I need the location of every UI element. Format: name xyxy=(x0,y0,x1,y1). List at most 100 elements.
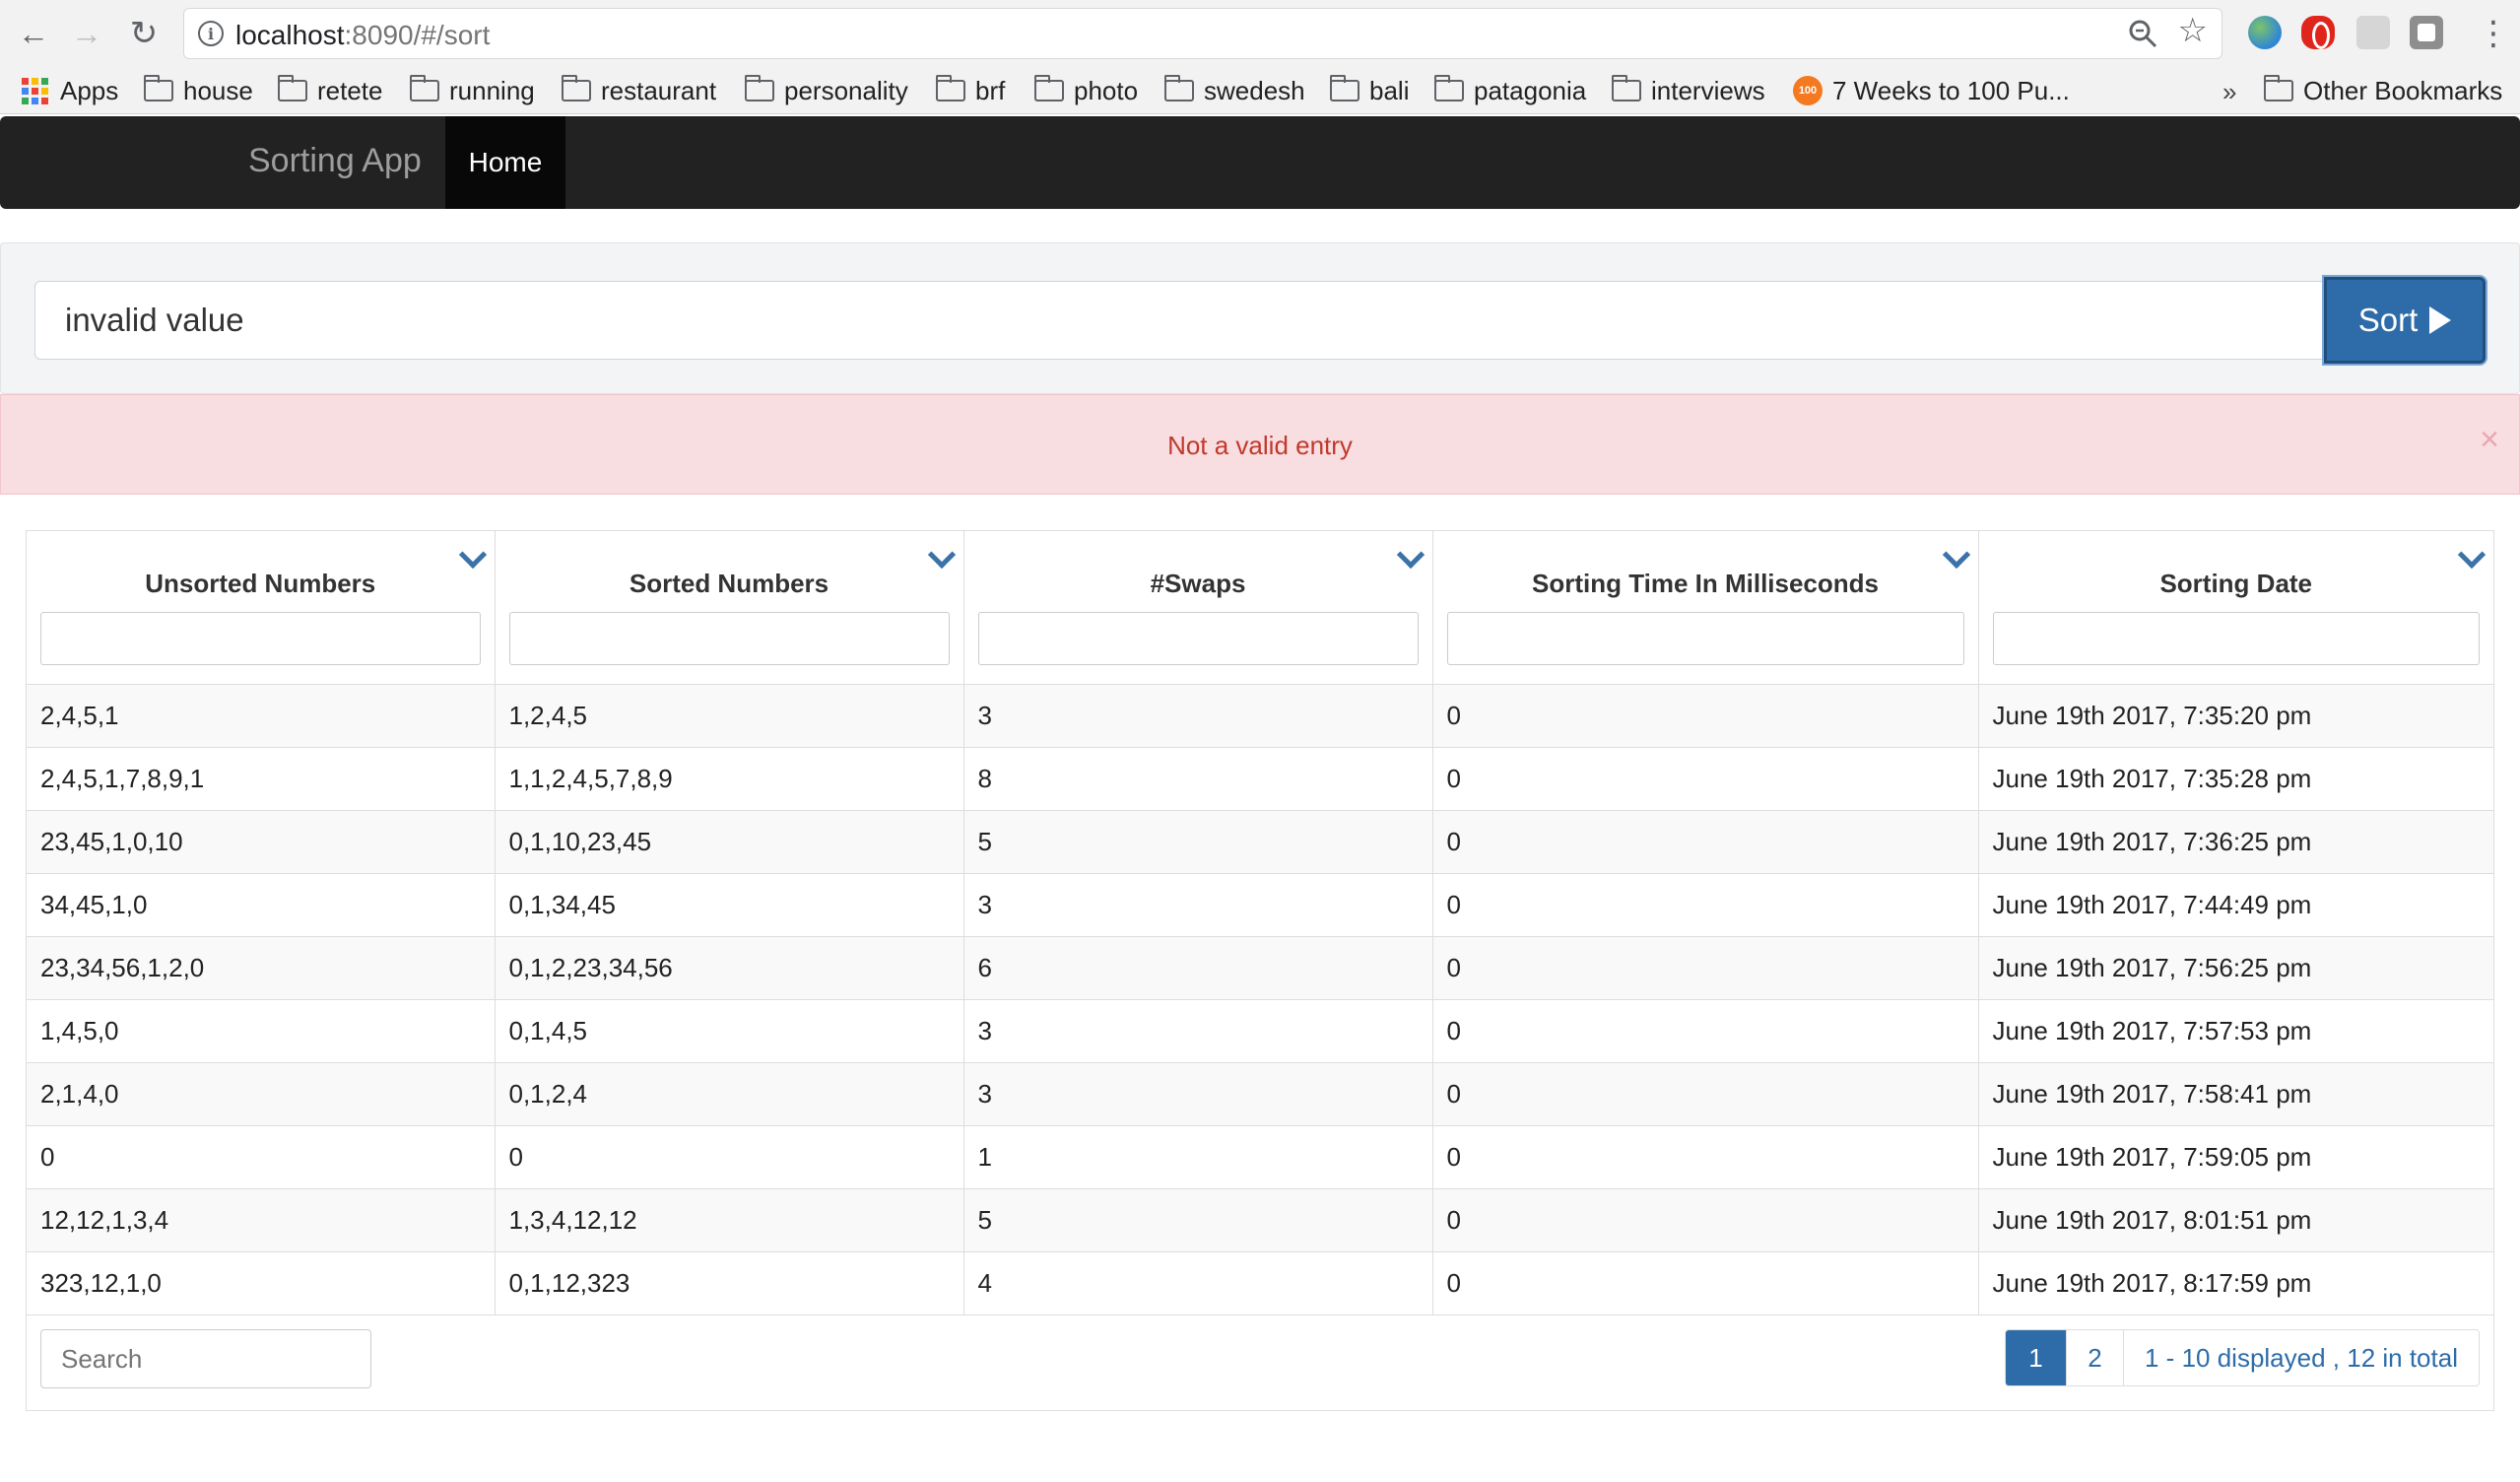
alert-message: Not a valid entry xyxy=(1167,431,1353,460)
table-search-input[interactable] xyxy=(40,1329,371,1388)
cell-unsorted: 2,1,4,0 xyxy=(27,1062,496,1126)
filter-input-date[interactable] xyxy=(1992,612,2480,665)
chevron-down-icon[interactable] xyxy=(1942,540,1970,570)
cell-time: 0 xyxy=(1432,1062,1979,1126)
extension-square-icon[interactable] xyxy=(2410,16,2443,49)
sort-button-label: Sort xyxy=(2357,302,2419,338)
cell-date: June 19th 2017, 7:35:20 pm xyxy=(1978,684,2493,748)
cell-date: June 19th 2017, 7:35:28 pm xyxy=(1978,747,2493,811)
bookmarks-overflow-icon[interactable]: » xyxy=(2222,77,2237,106)
cell-sorted: 0,1,10,23,45 xyxy=(495,810,964,874)
reload-icon[interactable]: ↻ xyxy=(129,15,159,52)
cell-time: 0 xyxy=(1432,873,1979,937)
extension-cube-icon[interactable] xyxy=(2356,16,2390,49)
cell-sorted: 0 xyxy=(495,1125,964,1189)
column-header-sorted[interactable]: Sorted Numbers xyxy=(495,531,964,685)
column-header-date[interactable]: Sorting Date xyxy=(1978,531,2493,685)
zoom-icon[interactable] xyxy=(2127,18,2158,49)
folder-icon xyxy=(1034,75,1064,101)
bookmark-folder-swedesh[interactable]: swedesh xyxy=(1164,73,1305,108)
cell-date: June 19th 2017, 7:36:25 pm xyxy=(1978,810,2493,874)
folder-icon xyxy=(410,75,439,101)
close-icon[interactable]: × xyxy=(2480,421,2499,458)
filter-input-time[interactable] xyxy=(1446,612,1964,665)
cell-sorted: 0,1,34,45 xyxy=(495,873,964,937)
browser-menu-icon[interactable]: ⋮ xyxy=(2477,15,2510,52)
page-1-button[interactable]: 1 xyxy=(2006,1330,2067,1385)
table-row: 23,34,56,1,2,0 0,1,2,23,34,56 6 0 June 19th … xyxy=(27,936,2493,1000)
filter-input-sorted[interactable] xyxy=(508,612,950,665)
cell-sorted: 0,1,4,5 xyxy=(495,999,964,1063)
bookmark-folder-running[interactable]: running xyxy=(410,73,535,108)
column-header-time[interactable]: Sorting Time In Milliseconds xyxy=(1432,531,1979,685)
cell-date: June 19th 2017, 8:01:51 pm xyxy=(1978,1188,2493,1252)
folder-icon xyxy=(2264,75,2293,101)
cell-sorted: 0,1,2,23,34,56 xyxy=(495,936,964,1000)
folder-icon xyxy=(278,75,307,101)
chevron-down-icon[interactable] xyxy=(927,540,956,570)
table-row: 2,4,5,1 1,2,4,5 3 0 June 19th 2017, 7:35:20 … xyxy=(27,684,2493,748)
table-row: 12,12,1,3,4 1,3,4,12,12 5 0 June 19th 2017, … xyxy=(27,1188,2493,1252)
apps-grid-icon xyxy=(22,77,48,104)
table-row: 2,4,5,1,7,8,9,1 1,1,2,4,5,7,8,9 8 0 June 19t… xyxy=(27,747,2493,811)
sort-form: invalid value Sort xyxy=(0,242,2520,394)
page-info: 1 - 10 displayed , 12 in total xyxy=(2124,1330,2479,1385)
bookmark-folder-restaurant[interactable]: restaurant xyxy=(562,73,716,108)
filter-input-swaps[interactable] xyxy=(977,612,1419,665)
bookmark-folder-bali[interactable]: bali xyxy=(1330,73,1409,108)
bookmark-folder-house[interactable]: house xyxy=(144,73,253,108)
chevron-down-icon[interactable] xyxy=(458,540,487,570)
folder-icon xyxy=(1434,75,1464,101)
bookmark-folder-photo[interactable]: photo xyxy=(1034,73,1138,108)
bookmark-7-weeks[interactable]: 100 7 Weeks to 100 Pu... xyxy=(1793,73,2070,108)
cell-sorted: 1,3,4,12,12 xyxy=(495,1188,964,1252)
cell-swaps: 3 xyxy=(963,684,1433,748)
url-text[interactable]: localhost:8090/#/sort xyxy=(235,20,491,50)
folder-icon xyxy=(144,75,173,101)
cell-time: 0 xyxy=(1432,747,1979,811)
bookmark-folder-other[interactable]: Other Bookmarks xyxy=(2264,73,2502,108)
nav-home-link[interactable]: Home xyxy=(445,116,565,209)
cell-sorted: 1,1,2,4,5,7,8,9 xyxy=(495,747,964,811)
cell-swaps: 6 xyxy=(963,936,1433,1000)
back-arrow-icon[interactable]: ← xyxy=(18,16,49,51)
cell-time: 0 xyxy=(1432,936,1979,1000)
extension-globe-icon[interactable] xyxy=(2248,16,2282,49)
bookmark-folder-retete[interactable]: retete xyxy=(278,73,383,108)
table-row: 1,4,5,0 0,1,4,5 3 0 June 19th 2017, 7:57:53 … xyxy=(27,999,2493,1063)
column-header-unsorted[interactable]: Unsorted Numbers xyxy=(27,531,496,685)
page-2-button[interactable]: 2 xyxy=(2067,1330,2124,1385)
chevron-down-icon[interactable] xyxy=(1396,540,1425,570)
cell-sorted: 1,2,4,5 xyxy=(495,684,964,748)
cell-unsorted: 2,4,5,1 xyxy=(27,684,496,748)
forward-arrow-icon[interactable]: → xyxy=(71,16,102,51)
cell-swaps: 3 xyxy=(963,873,1433,937)
bookmark-folder-brf[interactable]: brf xyxy=(936,73,1005,108)
bookmark-folder-interviews[interactable]: interviews xyxy=(1612,73,1765,108)
table-row: 0 0 1 0 June 19th 2017, 7:59:05 pm xyxy=(27,1125,2493,1189)
table-footer: 1 2 1 - 10 displayed , 12 in total xyxy=(27,1314,2493,1410)
column-header-swaps[interactable]: #Swaps xyxy=(963,531,1433,685)
app-brand[interactable]: Sorting App xyxy=(248,142,422,179)
cell-unsorted: 12,12,1,3,4 xyxy=(27,1188,496,1252)
cell-sorted: 0,1,2,4 xyxy=(495,1062,964,1126)
cell-unsorted: 34,45,1,0 xyxy=(27,873,496,937)
cell-unsorted: 323,12,1,0 xyxy=(27,1251,496,1315)
cell-swaps: 5 xyxy=(963,810,1433,874)
address-bar[interactable]: i localhost:8090/#/sort ☆ xyxy=(183,8,2222,59)
cell-unsorted: 23,45,1,0,10 xyxy=(27,810,496,874)
play-icon xyxy=(2429,306,2452,334)
cell-date: June 19th 2017, 7:59:05 pm xyxy=(1978,1125,2493,1189)
chevron-down-icon[interactable] xyxy=(2457,540,2487,570)
extension-opera-icon[interactable] xyxy=(2301,16,2335,49)
filter-input-unsorted[interactable] xyxy=(40,612,481,665)
bookmark-star-icon[interactable]: ☆ xyxy=(2177,12,2208,49)
bookmark-folder-patagonia[interactable]: patagonia xyxy=(1434,73,1586,108)
bookmark-apps[interactable]: Apps xyxy=(22,73,118,108)
numbers-input[interactable]: invalid value xyxy=(34,281,2326,360)
sort-button[interactable]: Sort xyxy=(2324,277,2486,364)
bookmarks-bar: Apps house retete running restaurant per… xyxy=(0,69,2520,114)
bookmark-folder-personality[interactable]: personality xyxy=(745,73,908,108)
100-badge-icon: 100 xyxy=(1793,76,1823,105)
info-icon[interactable]: i xyxy=(198,21,224,46)
